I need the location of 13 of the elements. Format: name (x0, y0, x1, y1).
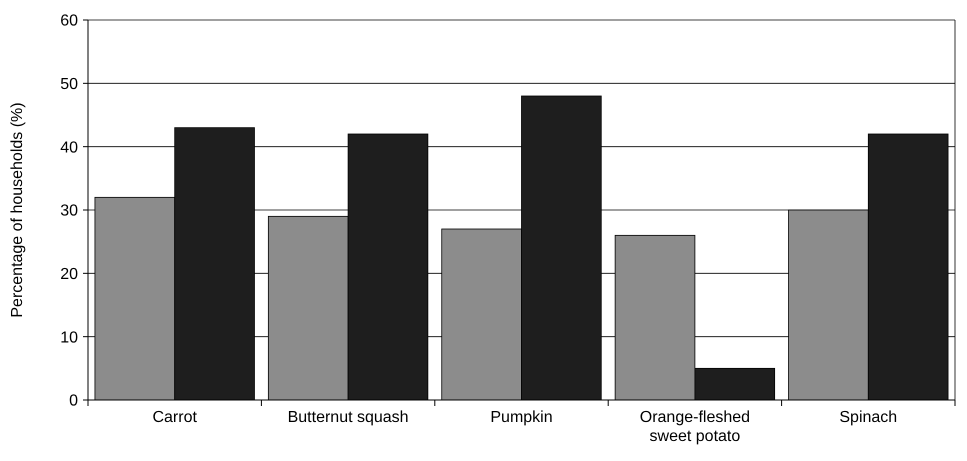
x-tick-label: Carrot (152, 409, 198, 426)
y-tick-label: 30 (60, 202, 78, 220)
y-tick-label: 20 (60, 266, 78, 283)
x-tick-label: Orange-fleshed sweet potato (640, 409, 750, 445)
y-tick-label: 0 (69, 392, 78, 410)
y-tick-label: 60 (60, 12, 78, 30)
y-tick-label: 10 (60, 329, 78, 346)
x-tick-label: Pumpkin (490, 409, 553, 426)
x-tick-label: Spinach (839, 409, 898, 426)
y-axis-title: Percentage of households (%) (9, 102, 26, 318)
y-tick-label: 50 (60, 76, 78, 93)
y-tick-label: 40 (60, 139, 78, 156)
x-tick-label: Butternut squash (288, 409, 409, 426)
